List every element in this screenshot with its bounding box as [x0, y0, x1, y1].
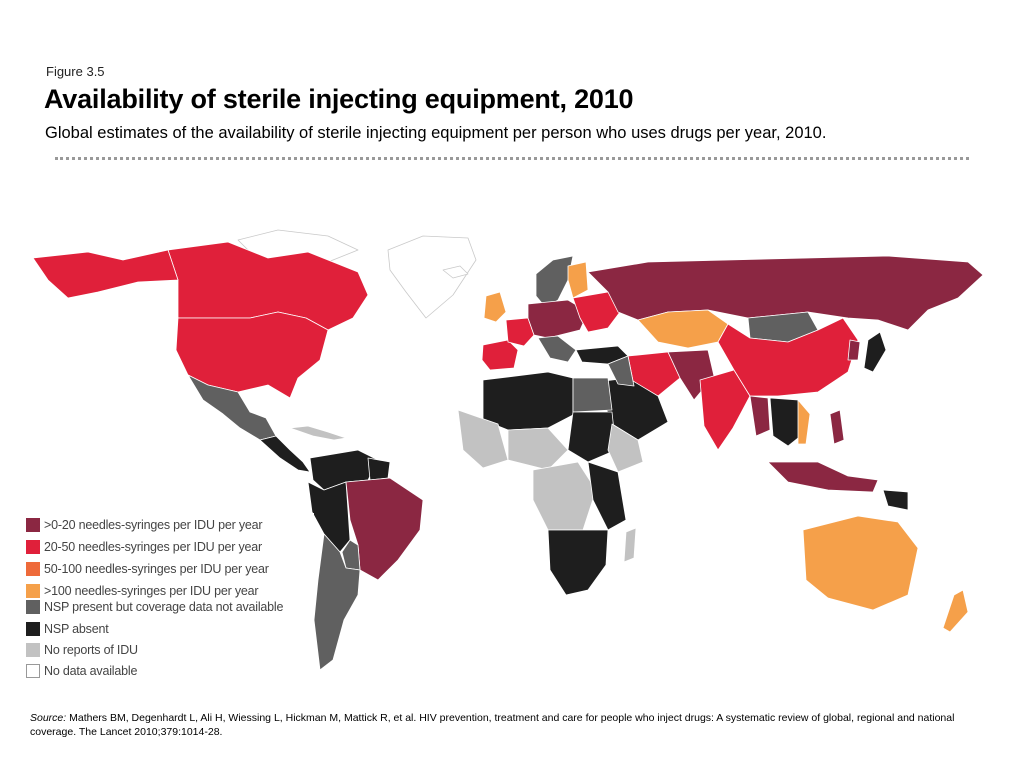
iceland	[442, 265, 469, 279]
central-europe	[527, 299, 589, 339]
legend-swatch	[26, 562, 40, 576]
legend-label: >0-20 needles-syringes per IDU per year	[44, 518, 263, 532]
egypt	[572, 377, 613, 413]
sahel	[507, 427, 569, 471]
australia	[802, 515, 919, 611]
legend-item: No data available	[26, 661, 137, 681]
legend-item: >100 needles-syringes per IDU per year	[26, 581, 259, 601]
map-legend: >0-20 needles-syringes per IDU per year …	[24, 513, 314, 683]
legend-swatch	[26, 664, 40, 678]
north-africa-west	[482, 371, 574, 431]
japan	[863, 331, 887, 373]
central-africa	[532, 461, 597, 531]
legend-label: 50-100 needles-syringes per IDU per year	[44, 562, 269, 576]
korea	[847, 339, 861, 361]
legend-label: >100 needles-syringes per IDU per year	[44, 584, 259, 598]
legend-label: NSP present but coverage data not availa…	[44, 600, 284, 614]
brazil	[345, 477, 424, 581]
iberia	[481, 339, 519, 371]
papua-new-guinea	[882, 489, 909, 511]
source-citation: Source: Mathers BM, Degenhardt L, Ali H,…	[30, 711, 990, 739]
central-america	[259, 435, 311, 473]
world-map	[28, 200, 988, 695]
new-zealand	[942, 589, 969, 633]
legend-item: No reports of IDU	[26, 640, 138, 660]
source-text: Mathers BM, Degenhardt L, Ali H, Wiessin…	[30, 712, 955, 738]
philippines	[829, 409, 845, 445]
legend-item: 50-100 needles-syringes per IDU per year	[26, 559, 269, 579]
italy-balkans	[537, 335, 577, 363]
legend-item: NSP present but coverage data not availa…	[26, 597, 283, 617]
legend-item: 20-50 needles-syringes per IDU per year	[26, 537, 262, 557]
southern-cone	[313, 533, 361, 671]
malaysia-indonesia	[767, 461, 879, 493]
legend-swatch	[26, 643, 40, 657]
horn-of-africa	[607, 423, 644, 473]
legend-swatch	[26, 584, 40, 598]
world-map-svg	[32, 229, 984, 671]
france	[505, 317, 535, 347]
madagascar	[623, 527, 637, 563]
legend-item: >0-20 needles-syringes per IDU per year	[26, 515, 263, 535]
finland	[567, 261, 589, 299]
southern-africa	[547, 529, 609, 596]
vietnam	[797, 399, 811, 445]
legend-label: No data available	[44, 664, 138, 678]
figure-title: Availability of sterile injecting equipm…	[44, 84, 634, 114]
east-africa	[587, 461, 627, 531]
legend-swatch	[26, 600, 40, 614]
sudan	[567, 411, 617, 463]
legend-item: NSP absent	[26, 619, 109, 639]
figure-subtitle: Global estimates of the availability of …	[45, 124, 827, 142]
legend-swatch	[26, 518, 40, 532]
myanmar	[749, 395, 771, 437]
legend-label: No reports of IDU	[44, 643, 138, 657]
china	[717, 317, 859, 397]
legend-swatch	[26, 622, 40, 636]
iraq-syria	[607, 355, 635, 387]
legend-label: NSP absent	[44, 622, 109, 636]
thailand-indochina	[769, 397, 804, 447]
scandinavia	[535, 255, 574, 309]
source-prefix: Source:	[30, 712, 67, 724]
west-africa	[457, 409, 509, 469]
legend-label: 20-50 needles-syringes per IDU per year	[44, 540, 263, 554]
uk-ireland	[483, 291, 507, 323]
caribbean	[289, 425, 347, 441]
dotted-divider	[55, 157, 969, 160]
alaska	[32, 249, 179, 299]
greenland	[387, 235, 477, 319]
guianas	[367, 457, 391, 481]
figure-label: Figure 3.5	[46, 64, 105, 79]
legend-swatch	[26, 540, 40, 554]
